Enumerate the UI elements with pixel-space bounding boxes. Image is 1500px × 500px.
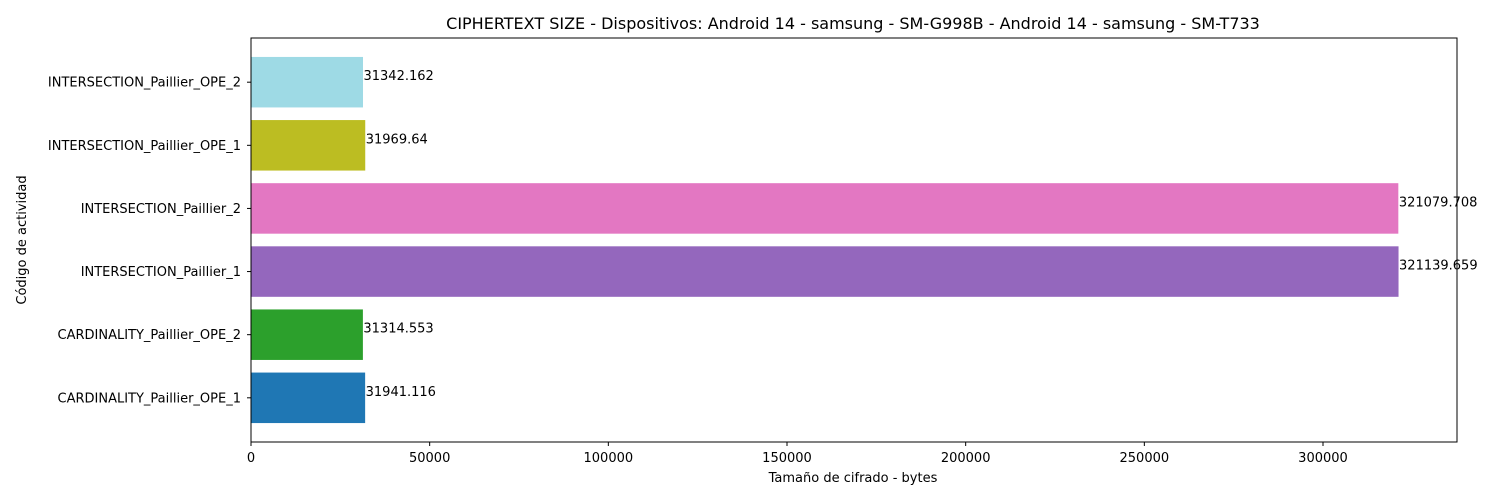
bar-value-label: 321139.659 xyxy=(1399,259,1478,274)
y-tick-label: CARDINALITY_Paillier_OPE_1 xyxy=(58,391,242,406)
x-tick-label: 50000 xyxy=(409,451,450,466)
y-tick-label: CARDINALITY_Paillier_OPE_2 xyxy=(58,328,242,343)
bar-value-label: 31314.553 xyxy=(363,322,433,337)
bars-group: 31941.116 31314.553 321139.659 321079.708 31… xyxy=(251,56,1478,424)
bar-value-label: 31969.64 xyxy=(366,132,428,147)
x-tick-label: 300000 xyxy=(1298,451,1348,466)
bar-value-label: 321079.708 xyxy=(1399,195,1478,210)
x-axis-label: Tamaño de cifrado - bytes xyxy=(768,471,938,486)
bar xyxy=(251,120,366,171)
y-tick-label: INTERSECTION_Paillier_OPE_1 xyxy=(48,139,241,154)
x-tick-label: 0 xyxy=(247,451,255,466)
y-tick-label: INTERSECTION_Paillier_OPE_2 xyxy=(48,76,241,91)
bar xyxy=(251,309,363,360)
x-axis-ticks: 0 50000 100000 150000 200000 250000 300000 xyxy=(247,442,1348,466)
chart-title: CIPHERTEXT SIZE - Dispositivos: Android … xyxy=(446,14,1260,33)
plot-frame xyxy=(250,37,1458,443)
x-tick-label: 250000 xyxy=(1120,451,1170,466)
x-tick-label: 200000 xyxy=(941,451,991,466)
x-tick-label: 100000 xyxy=(584,451,634,466)
y-tick-label: INTERSECTION_Paillier_1 xyxy=(81,265,241,280)
y-tick-label: INTERSECTION_Paillier_2 xyxy=(81,202,241,217)
bar-value-label: 31342.162 xyxy=(363,69,433,84)
bar xyxy=(251,183,1399,234)
bar xyxy=(251,372,366,424)
bar xyxy=(251,56,363,108)
y-axis-ticks: CARDINALITY_Paillier_OPE_1 CARDINALITY_Pa… xyxy=(48,76,251,406)
x-tick-label: 150000 xyxy=(762,451,812,466)
bar-value-label: 31941.116 xyxy=(366,385,436,400)
bar xyxy=(251,246,1399,297)
y-axis-label: Código de actividad xyxy=(15,175,30,304)
